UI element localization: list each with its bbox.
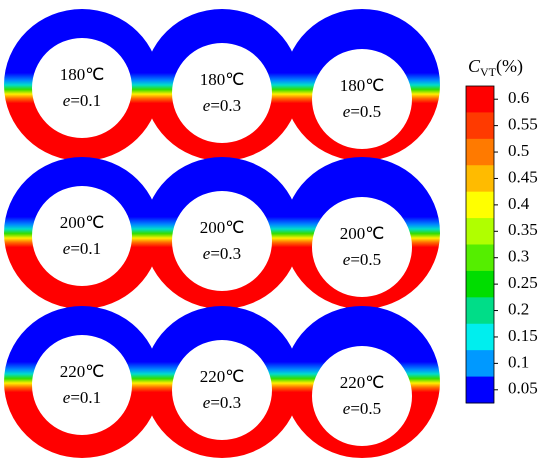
e-value: =0.5 [350, 399, 381, 418]
cb-subscript: VT [480, 65, 497, 79]
colorbar-band [466, 376, 494, 404]
colorbar-tick-label: 0.1 [508, 352, 529, 371]
eccentricity-label: e=0.3 [203, 393, 241, 412]
colorbar-band [466, 138, 494, 166]
e-value: =0.1 [70, 239, 101, 258]
colorbar-band [466, 218, 494, 245]
colorbar-band [466, 270, 494, 298]
e-symbol: e [343, 102, 351, 121]
temperature-label: 180℃ [60, 65, 105, 84]
colorbar-tick-label: 0.6 [508, 88, 529, 107]
e-symbol: e [343, 399, 351, 418]
temperature-label: 220℃ [60, 362, 105, 381]
colorbar-tick-label: 0.3 [508, 247, 529, 266]
eccentricity-label: e=0.3 [203, 96, 241, 115]
colorbar-tick-label: 0.2 [508, 299, 529, 318]
temperature-label: 180℃ [200, 70, 245, 89]
colorbar-title: CVT(%) [468, 56, 523, 79]
temperature-label: 180℃ [340, 76, 385, 95]
e-symbol: e [343, 250, 351, 269]
colorbar-band [466, 165, 494, 193]
annulus-contour [144, 9, 300, 161]
e-value: =0.5 [350, 250, 381, 269]
e-value: =0.1 [70, 91, 101, 110]
e-symbol: e [63, 388, 71, 407]
colorbar-band [466, 350, 494, 378]
eccentricity-label: e=0.1 [63, 91, 101, 110]
temperature-label: 220℃ [200, 367, 245, 386]
eccentricity-label: e=0.1 [63, 388, 101, 407]
colorbar-tick-label: 0.55 [508, 115, 538, 134]
e-symbol: e [203, 393, 211, 412]
eccentricity-label: e=0.1 [63, 239, 101, 258]
e-value: =0.1 [70, 388, 101, 407]
e-symbol: e [63, 91, 71, 110]
e-value: =0.3 [210, 96, 241, 115]
cb-symbol: C [468, 56, 481, 76]
e-value: =0.3 [210, 244, 241, 263]
eccentricity-label: e=0.5 [343, 250, 381, 269]
colorbar-band [466, 323, 494, 351]
annulus-contour [4, 306, 160, 458]
temperature-label: 220℃ [340, 373, 385, 392]
annulus-contour [4, 157, 160, 309]
colorbar-tick-label: 0.5 [508, 141, 529, 160]
annulus-contour [284, 305, 440, 459]
e-symbol: e [203, 96, 211, 115]
colorbar-band [466, 297, 494, 325]
e-value: =0.5 [350, 102, 381, 121]
e-value: =0.3 [210, 393, 241, 412]
e-symbol: e [203, 244, 211, 263]
colorbar-tick-label: 0.4 [508, 194, 530, 213]
colorbar-band [466, 112, 494, 140]
annulus-contour [284, 8, 440, 162]
colorbar-tick-label: 0.15 [508, 326, 538, 345]
colorbar-tick-label: 0.35 [508, 220, 538, 239]
colorbar-band [466, 86, 494, 113]
annulus-contour [4, 9, 160, 161]
eccentricity-label: e=0.5 [343, 102, 381, 121]
eccentricity-label: e=0.5 [343, 399, 381, 418]
colorbar-band [466, 191, 494, 219]
temperature-label: 200℃ [60, 213, 105, 232]
colorbar-frame [465, 85, 495, 404]
annulus-contour [144, 306, 300, 458]
annulus-contour [284, 156, 440, 310]
colorbar-tick-label: 0.45 [508, 167, 538, 186]
colorbar-tick-label: 0.05 [508, 379, 538, 398]
colorbar-tick-label: 0.25 [508, 273, 538, 292]
colorbar-band [466, 244, 494, 272]
temperature-label: 200℃ [200, 218, 245, 237]
annulus-contour [144, 157, 300, 309]
e-symbol: e [63, 239, 71, 258]
temperature-label: 200℃ [340, 224, 385, 243]
cb-unit: (%) [496, 56, 523, 77]
eccentricity-label: e=0.3 [203, 244, 241, 263]
